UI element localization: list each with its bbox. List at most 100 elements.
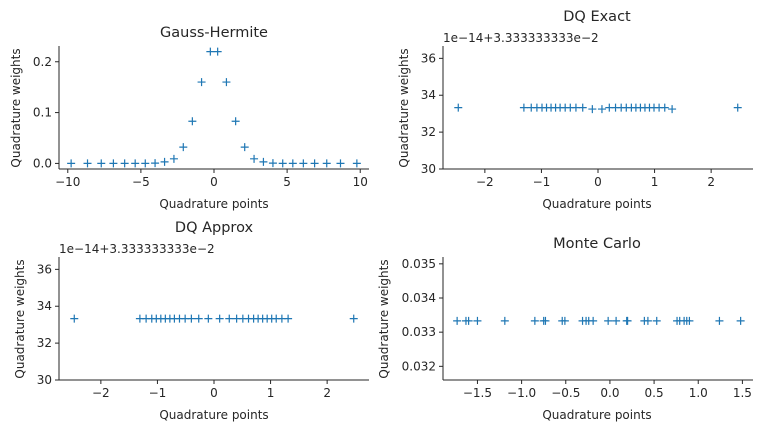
- x-tick-label: 1.5: [733, 386, 752, 400]
- x-axis-label: Quadrature points: [542, 408, 651, 422]
- x-tick-label: −10: [55, 175, 80, 189]
- x-tick-label: 2: [323, 386, 331, 400]
- y-tick-label: 0.1: [33, 106, 52, 120]
- data-point: [288, 159, 297, 168]
- data-points: [67, 47, 361, 168]
- y-tick-label: 36: [37, 262, 52, 276]
- y-tick-label: 30: [37, 373, 52, 387]
- x-axis-label: Quadrature points: [159, 197, 268, 211]
- data-point: [194, 314, 203, 323]
- data-point: [97, 159, 106, 168]
- y-tick-label: 0.032: [402, 359, 436, 373]
- x-tick-label: 10: [353, 175, 368, 189]
- y-ticks: 30 32 34 36: [37, 262, 59, 387]
- x-tick-label: −1: [533, 175, 551, 189]
- data-point: [250, 154, 259, 163]
- x-tick-label: −2: [476, 175, 494, 189]
- x-tick-label: 0: [210, 386, 218, 400]
- data-point: [120, 159, 129, 168]
- y-tick-label: 0.035: [402, 257, 436, 271]
- data-point: [70, 314, 79, 323]
- data-point: [352, 159, 361, 168]
- data-point: [197, 78, 206, 87]
- y-tick-label: 34: [421, 88, 436, 102]
- x-tick-label: 0: [594, 175, 602, 189]
- y-axis-label: Quadrature weights: [9, 48, 23, 167]
- data-point: [310, 159, 319, 168]
- data-point: [160, 157, 169, 166]
- data-point: [141, 159, 150, 168]
- data-point: [500, 316, 509, 325]
- data-point: [623, 316, 632, 325]
- data-point: [284, 314, 293, 323]
- subplot-gauss-hermite: Gauss-Hermite −10 −5 0 5 10 0.0 0.1 0.2 Quadra…: [9, 25, 369, 211]
- data-point: [715, 316, 724, 325]
- data-point: [612, 316, 621, 325]
- y-tick-label: 36: [421, 51, 436, 65]
- y-axis-label: Quadrature weights: [397, 48, 411, 167]
- x-tick-label: −1.0: [507, 386, 536, 400]
- chart-title: Gauss-Hermite: [160, 25, 268, 41]
- data-point: [151, 159, 160, 168]
- data-point: [67, 159, 76, 168]
- x-tick-label: 1: [651, 175, 659, 189]
- data-point: [643, 316, 652, 325]
- data-point: [169, 154, 178, 163]
- y-tick-label: 32: [421, 125, 436, 139]
- data-point: [240, 143, 249, 152]
- data-point: [668, 105, 677, 114]
- chart-title: DQ Exact: [563, 9, 631, 25]
- x-tick-label: −0.5: [551, 386, 580, 400]
- y-tick-label: 0.034: [402, 291, 436, 305]
- data-point: [464, 316, 473, 325]
- data-point: [206, 47, 215, 56]
- data-point: [225, 314, 234, 323]
- data-point: [578, 103, 587, 112]
- data-point: [519, 103, 528, 112]
- data-point: [213, 47, 222, 56]
- data-point: [231, 117, 240, 126]
- data-point: [571, 103, 580, 112]
- data-point: [259, 157, 268, 166]
- data-point: [278, 159, 287, 168]
- data-point: [733, 103, 742, 112]
- y-axis-label: Quadrature weights: [377, 259, 391, 378]
- data-point: [530, 316, 539, 325]
- x-tick-label: 2: [707, 175, 715, 189]
- data-point: [322, 159, 331, 168]
- data-point: [589, 316, 598, 325]
- x-ticks: −2 −1 0 1 2: [476, 169, 715, 189]
- y-tick-label: 0.033: [402, 325, 436, 339]
- data-point: [222, 78, 231, 87]
- y-axis-label: Quadrature weights: [13, 259, 27, 378]
- data-point: [179, 143, 188, 152]
- data-point: [349, 314, 358, 323]
- x-ticks: −1.5 −1.0 −0.5 0.0 0.5 1.0 1.5: [463, 380, 752, 400]
- data-point: [204, 314, 213, 323]
- data-point: [215, 314, 224, 323]
- data-point: [453, 316, 462, 325]
- data-point: [109, 159, 118, 168]
- data-point: [83, 159, 92, 168]
- offset-text: 1e−14+3.333333333e−2: [59, 242, 215, 256]
- y-ticks: 30 32 34 36: [421, 51, 443, 176]
- y-tick-label: 30: [421, 162, 436, 176]
- subplot-monte-carlo: Monte Carlo −1.5 −1.0 −0.5 0.0 0.5 1.0 1.5 0.0…: [377, 236, 753, 422]
- data-point: [652, 316, 661, 325]
- x-tick-label: −5: [132, 175, 150, 189]
- y-tick-label: 32: [37, 336, 52, 350]
- offset-text: 1e−14+3.333333333e−2: [443, 31, 599, 45]
- y-tick-label: 0.0: [33, 156, 52, 170]
- x-ticks: −10 −5 0 5 10: [55, 169, 368, 189]
- subplot-dq-exact: DQ Exact 1e−14+3.333333333e−2 −2 −1 0 1 2 30…: [397, 9, 753, 211]
- y-ticks: 0.0 0.1 0.2: [33, 55, 59, 170]
- data-point: [541, 316, 550, 325]
- data-point: [588, 105, 597, 114]
- x-tick-label: 0.5: [645, 386, 664, 400]
- x-tick-label: −2: [92, 386, 110, 400]
- data-point: [268, 159, 277, 168]
- data-points: [70, 314, 358, 323]
- x-tick-label: 5: [283, 175, 291, 189]
- subplot-dq-approx: DQ Approx 1e−14+3.333333333e−2 −2 −1 0 1 2 3…: [13, 220, 369, 422]
